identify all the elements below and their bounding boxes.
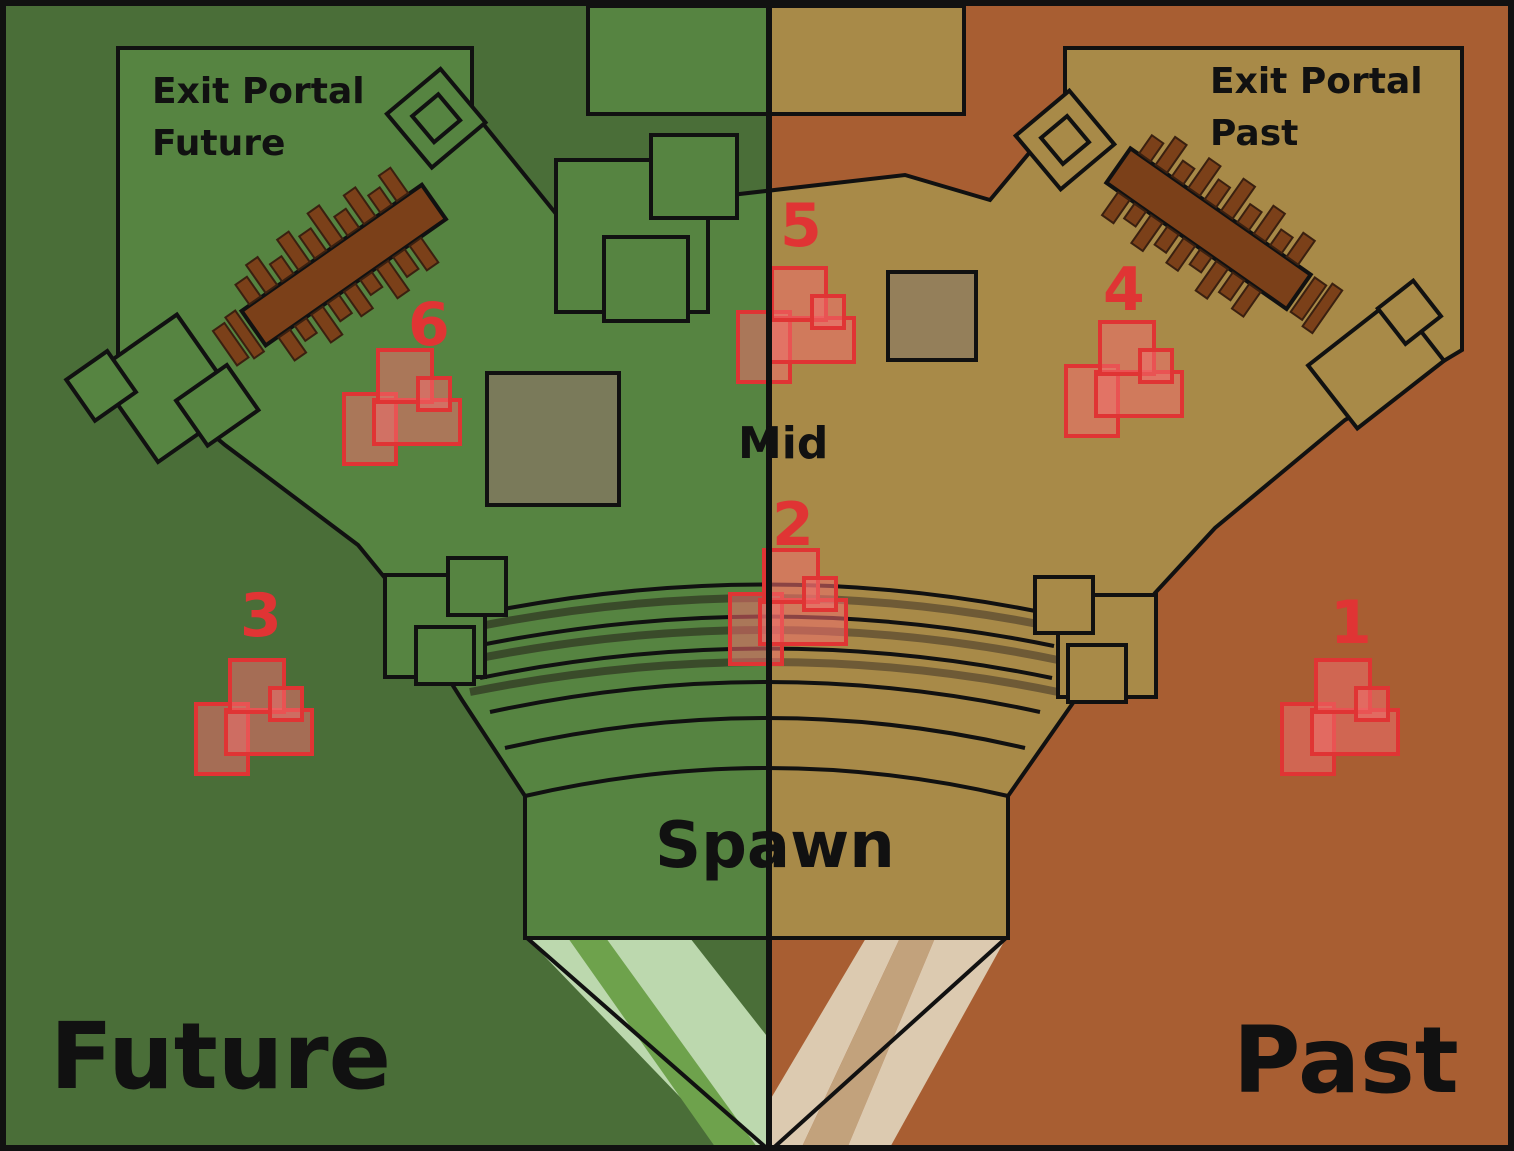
mid-label: Mid — [738, 418, 828, 469]
spawn-point-1: 1 — [1280, 588, 1400, 776]
past-side-label: Past — [1233, 1007, 1459, 1114]
spawn-point-number: 2 — [772, 490, 814, 560]
exit-portal-past-label-line2: Past — [1210, 113, 1298, 154]
spawn-point-6: 6 — [342, 290, 462, 466]
exit-portal-past-label-line1: Exit Portal — [1210, 61, 1423, 102]
spawn-point-2: 2 — [728, 490, 848, 666]
past-stripes — [770, 938, 1006, 1151]
exit-portal-future-label-line2: Future — [152, 123, 285, 164]
spawn-markers: 1 2 3 4 5 6 — [194, 191, 1400, 776]
spawn-point-number: 6 — [408, 290, 450, 360]
spawn-point-5: 5 — [736, 191, 856, 384]
exit-portal-future-label-line1: Exit Portal — [152, 71, 365, 112]
spawn-point-number: 5 — [780, 191, 822, 261]
spawn-label: Spawn — [655, 809, 895, 883]
spawn-point-4: 4 — [1064, 255, 1184, 438]
past-blocks — [886, 87, 1447, 704]
spawn-point-number: 1 — [1330, 588, 1372, 658]
future-bridge — [211, 166, 449, 367]
spawn-point-3: 3 — [194, 581, 314, 776]
past-bridge — [1100, 133, 1344, 335]
spawn-point-number: 4 — [1103, 255, 1145, 325]
spawn-point-number: 3 — [240, 581, 282, 651]
future-side-label: Future — [50, 1003, 391, 1110]
future-blocks — [63, 66, 739, 686]
